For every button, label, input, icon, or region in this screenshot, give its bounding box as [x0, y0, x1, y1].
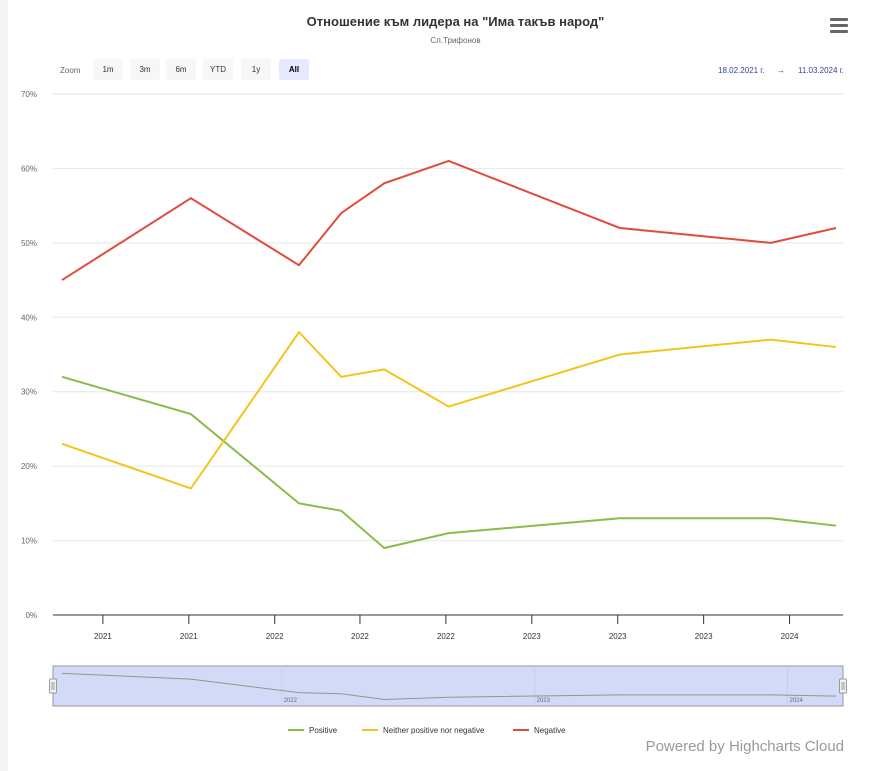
y-tick-label: 30% [21, 388, 37, 397]
navigator-mask [52, 665, 844, 707]
credits-link[interactable]: Powered by Highcharts Cloud [645, 738, 844, 755]
x-tick-label: 2021 [94, 632, 112, 641]
hamburger-menu-icon[interactable] [830, 18, 848, 34]
legend-item[interactable]: Negative [534, 726, 566, 735]
navigator-series [61, 672, 837, 700]
y-tick-label: 50% [21, 239, 37, 248]
x-tick-label: 2024 [781, 632, 799, 641]
x-tick-label: 2022 [437, 632, 455, 641]
zoom-1y-button[interactable]: 1y [241, 59, 271, 80]
y-tick-label: 0% [25, 611, 37, 620]
zoom-1m-button[interactable]: 1m [93, 59, 123, 80]
zoom-all-button[interactable]: All [279, 59, 309, 80]
y-tick-label: 10% [21, 537, 37, 546]
y-tick-label: 60% [21, 164, 37, 173]
navigator-tick-label: 2023 [537, 698, 551, 704]
zoom-ytd-button[interactable]: YTD [203, 59, 233, 80]
y-tick-label: 20% [21, 462, 37, 471]
legend-item[interactable]: Positive [309, 726, 338, 735]
navigator-tick-label: 2024 [789, 698, 803, 704]
navigator-tick-label: 2022 [284, 698, 298, 704]
chart-subtitle: Сл.Трифонов [430, 36, 481, 45]
navigator-handle-left[interactable] [49, 678, 57, 694]
navigator-handle-right[interactable] [839, 678, 847, 694]
zoom-6m-button[interactable]: 6m [166, 59, 196, 80]
zoom-label: Zoom [60, 66, 81, 75]
x-tick-label: 2022 [351, 632, 369, 641]
y-tick-label: 40% [21, 313, 37, 322]
zoom-3m-button[interactable]: 3m [130, 59, 160, 80]
series-line-neither-positive-nor-negative [61, 330, 837, 490]
date-separator: → [777, 66, 785, 75]
date-from-input[interactable]: 18.02.2021 г. [718, 66, 765, 75]
x-tick-label: 2021 [180, 632, 198, 641]
x-tick-label: 2023 [523, 632, 541, 641]
series-line-negative [61, 159, 837, 281]
series-line-positive [61, 375, 837, 550]
legend-item[interactable]: Neither positive nor negative [383, 726, 485, 735]
x-tick-label: 2022 [266, 632, 284, 641]
date-to-input[interactable]: 11.03.2024 г. [798, 66, 844, 75]
x-tick-label: 2023 [609, 632, 627, 641]
chart-title: Отношение към лидера на "Има такъв народ… [306, 14, 605, 29]
y-tick-label: 70% [21, 90, 37, 99]
x-tick-label: 2023 [695, 632, 713, 641]
